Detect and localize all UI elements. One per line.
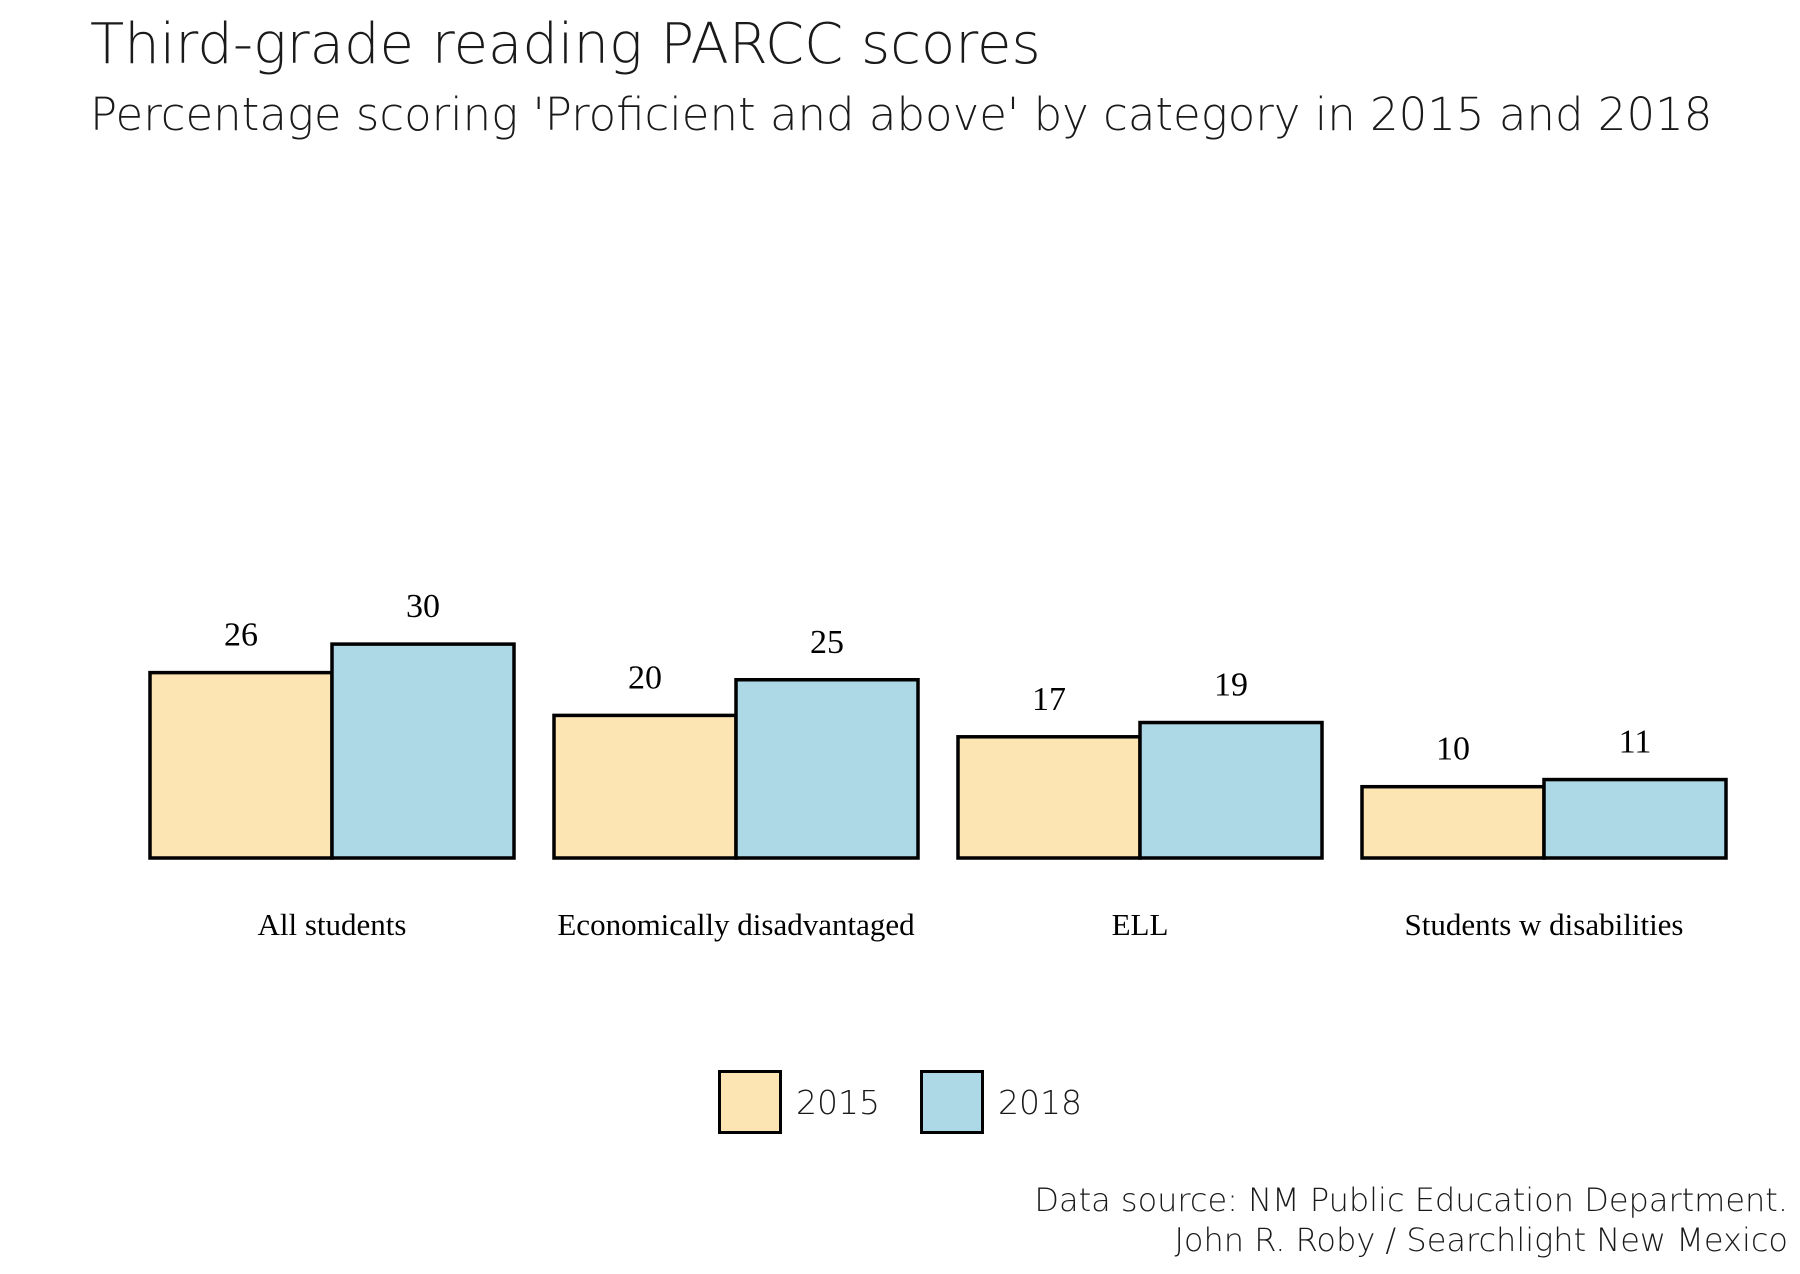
caption: Data source: NM Public Education Departm… [1034,1180,1788,1260]
bar-value-label: 26 [224,617,258,654]
legend-swatch-2018 [920,1070,984,1134]
bar-value-label: 17 [1032,681,1066,718]
bar-value-label: 11 [1619,724,1652,761]
legend: 2015 2018 [0,1070,1800,1134]
bar-2015-students-w-disabilities [1360,784,1546,860]
bar-2018-all-students [330,642,516,860]
bar-value-label: 25 [810,624,844,661]
bar-value-label: 10 [1436,731,1470,768]
caption-credit: John R. Roby / Searchlight New Mexico [1174,1221,1788,1259]
category-label: Economically disadvantaged [557,907,915,942]
category-label: Students w disabilities [1405,907,1684,942]
legend-label-2018: 2018 [998,1082,1082,1122]
bar-value-label: 30 [406,588,440,625]
bar-value-label: 19 [1214,667,1248,704]
bar-2015-economically-disadvantaged [552,713,738,860]
caption-source: Data source: NM Public Education Departm… [1034,1181,1788,1219]
bar-2018-ell [1138,720,1324,860]
legend-item-2018: 2018 [920,1070,1082,1134]
chart-title: Third-grade reading PARCC scores [90,12,1041,77]
bar-2018-economically-disadvantaged [734,678,920,860]
category-label: All students [258,907,407,942]
bar-value-label: 20 [628,659,662,696]
category-label: ELL [1112,907,1169,942]
legend-swatch-2015 [718,1070,783,1134]
bar-2015-all-students [148,670,334,860]
legend-item-2015: 2015 [718,1070,880,1134]
bar-2018-students-w-disabilities [1542,777,1728,860]
chart-subtitle: Percentage scoring 'Proficient and above… [90,88,1713,141]
bar-2015-ell [956,735,1142,860]
legend-label-2015: 2015 [796,1082,880,1122]
